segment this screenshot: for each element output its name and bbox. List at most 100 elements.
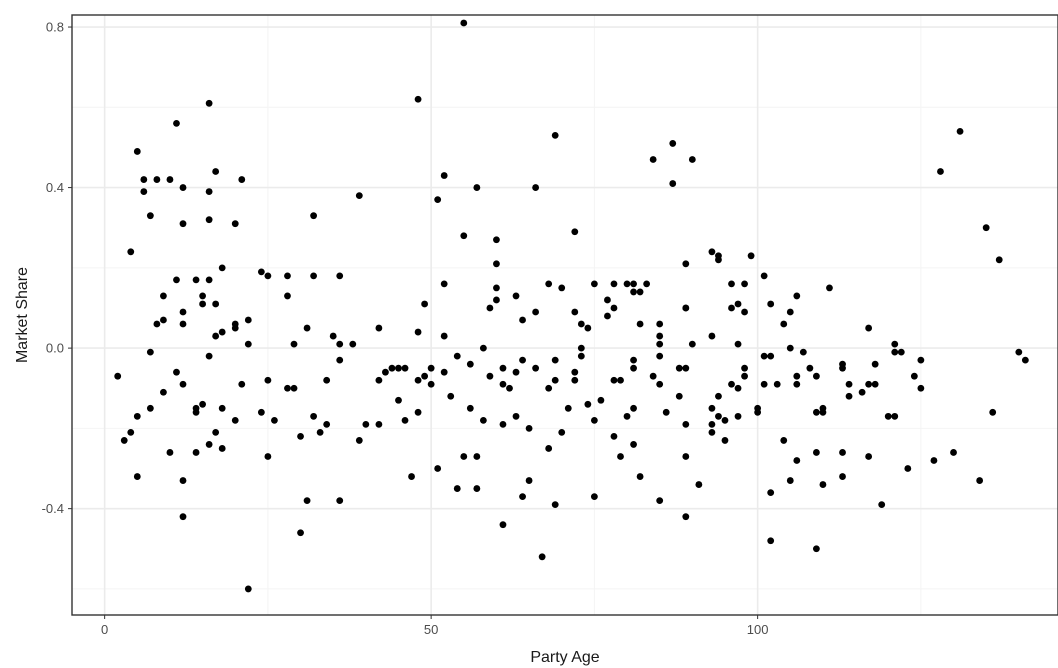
data-point [519,316,526,324]
data-point [839,473,846,480]
data-point [891,348,899,356]
data-point [127,428,135,436]
data-point [675,364,683,372]
data-point [950,449,957,456]
data-point [819,408,827,416]
data-point [499,364,507,372]
data-point [519,356,526,364]
data-point [316,428,324,436]
data-point [205,352,213,360]
data-point [512,412,520,420]
data-point [721,437,729,444]
data-point [179,380,187,388]
data-point [793,457,801,464]
data-point [734,384,742,392]
data-point [290,340,298,348]
data-point [160,292,167,300]
data-point [532,184,540,191]
data-point [786,308,794,316]
data-point [401,416,409,424]
data-point [205,276,213,284]
data-point [264,272,272,280]
data-point [786,344,794,352]
data-point [590,493,598,501]
data-point [682,364,690,372]
data-point [192,408,200,416]
data-point [708,428,716,436]
data-point [937,168,944,175]
data-point [760,380,768,388]
data-point [636,473,644,480]
data-point [989,408,997,416]
data-point [780,320,788,328]
data-point [244,340,252,348]
data-point [257,408,265,416]
data-point [336,497,344,505]
data-point [205,188,213,195]
data-point [656,497,664,505]
data-point [532,364,540,372]
data-point [355,192,363,200]
data-point [891,412,899,420]
data-point [479,344,487,352]
data-point [218,328,226,336]
data-point [688,156,696,163]
data-point [244,585,252,593]
data-point [715,412,722,420]
data-point [995,256,1003,264]
data-point [656,352,664,360]
data-point [617,453,624,460]
data-point [205,441,213,448]
data-point [630,364,637,372]
data-point [1021,356,1029,364]
data-point [303,324,311,332]
data-point [179,320,187,328]
data-point [865,380,873,388]
data-point [336,272,344,280]
data-point [688,340,696,348]
data-point [199,292,206,300]
x-axis-ticks: 0 50 100 [101,615,768,637]
data-point [512,292,520,300]
data-point [427,380,435,388]
data-point [806,364,814,372]
data-point [610,304,618,312]
data-points [114,19,1029,593]
data-point [466,404,474,412]
data-point [793,292,801,300]
data-point [146,404,154,412]
data-point [826,284,833,292]
data-point [519,493,526,501]
data-point [728,280,735,288]
x-axis-title: Party Age [530,649,599,666]
data-point [656,332,664,340]
data-point [721,416,729,424]
data-point [408,473,415,480]
data-point [310,412,318,420]
data-point [323,376,331,384]
data-point [734,300,742,308]
panel-background [72,15,1058,615]
data-point [127,248,135,256]
data-point [473,453,481,460]
data-point [153,320,161,328]
data-point [545,280,553,288]
data-point [747,252,755,260]
data-point [956,127,964,135]
data-point [421,372,429,380]
data-point [218,404,226,412]
x-tick-label: 0 [101,622,108,637]
data-point [375,324,383,332]
data-point [395,364,402,372]
data-point [656,380,664,388]
data-point [669,140,677,147]
data-point [466,360,474,368]
data-point [1015,348,1023,356]
panel-border [71,14,1058,616]
data-point [858,388,866,396]
y-tick-label: -0.4 [42,501,64,516]
data-point [192,276,200,284]
data-point [179,308,187,316]
data-point [284,384,291,392]
